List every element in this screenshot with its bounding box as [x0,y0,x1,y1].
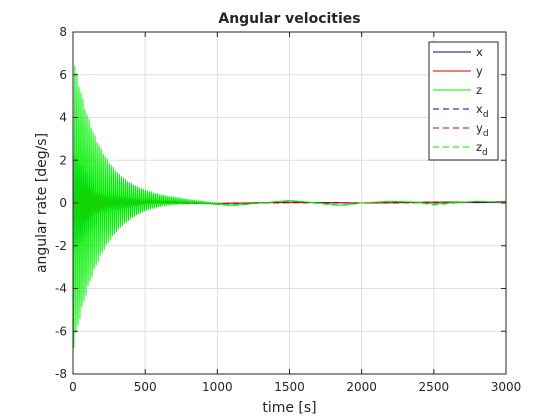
chart-title: Angular velocities [218,11,360,27]
y-tick-label: -2 [55,239,67,253]
legend-label-subscript: d [483,110,489,120]
y-axis-label: angular rate [deg/s] [34,133,50,273]
legend-label: x [476,45,483,59]
y-tick-label: 2 [59,153,67,167]
series-line-z [73,65,506,348]
legend-label: zd [476,140,488,158]
y-tick-label: -4 [55,282,67,296]
x-tick-label: 500 [134,380,157,394]
x-tick-label: 1500 [274,380,305,394]
x-tick-label: 1000 [202,380,233,394]
y-tick-label: 4 [59,111,67,125]
series-layer [73,65,506,348]
x-tick-label: 0 [69,380,77,394]
y-tick-label: 8 [59,25,67,39]
y-tick-label: 6 [59,68,67,82]
x-tick-label: 2000 [346,380,377,394]
x-tick-label: 3000 [491,380,522,394]
tick-labels: 0 500 1000 1500 2000 2500 3000 -8 -6 -4 -2 0 2 4 6 8 [55,25,521,394]
legend-label: y [476,64,483,78]
legend-label-subscript: d [482,148,488,158]
y-tick-label: -6 [55,324,67,338]
x-tick-label: 2500 [419,380,450,394]
axis-ticks [72,31,507,375]
y-tick-label: -8 [55,367,67,381]
legend-box [428,41,499,161]
legend-label-subscript: d [483,129,489,139]
y-tick-label: 0 [59,196,67,210]
legend-label: z [476,83,482,97]
x-axis-label: time [s] [262,400,316,416]
